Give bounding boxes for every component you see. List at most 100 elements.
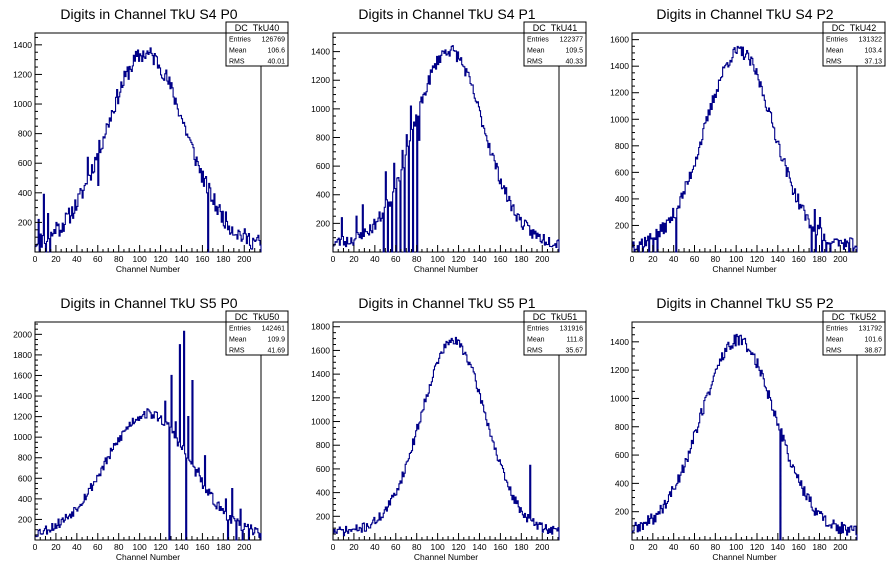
stats-label: Mean xyxy=(527,48,545,55)
stats-name: DC_TkU52 xyxy=(832,312,877,322)
stats-label: Entries xyxy=(229,326,251,333)
stats-label: Mean xyxy=(229,48,247,55)
x-tick-label: 140 xyxy=(174,542,188,552)
chart-title: Digits in Channel TkU S5 P1 xyxy=(358,295,535,311)
plot-frame xyxy=(34,32,262,253)
stats-value: 131916 xyxy=(560,326,583,333)
x-tick-label: 60 xyxy=(690,542,700,552)
stats-box xyxy=(225,21,289,67)
x-tick-label: 120 xyxy=(153,254,167,264)
x-axis-label: Channel Number xyxy=(116,264,180,274)
y-tick-label: 1400 xyxy=(311,369,330,379)
x-tick-label: 140 xyxy=(771,542,785,552)
y-tick-label: 600 xyxy=(316,161,330,171)
x-tick-label: 180 xyxy=(514,254,528,264)
x-tick-label: 20 xyxy=(51,254,61,264)
chart-title: Digits in Channel TkU S4 P0 xyxy=(60,6,237,22)
stats-label: Mean xyxy=(527,337,545,344)
x-tick-label: 100 xyxy=(729,254,743,264)
x-tick-label: 20 xyxy=(349,542,359,552)
y-tick-label: 200 xyxy=(316,218,330,228)
chart-title: Digits in Channel TkU S5 P0 xyxy=(60,295,237,311)
y-tick-label: 1200 xyxy=(13,412,32,422)
stats-name: DC_TkU40 xyxy=(235,23,280,33)
stats-box xyxy=(523,310,587,356)
y-tick-label: 1000 xyxy=(311,417,330,427)
stats-value: 122377 xyxy=(560,37,583,44)
x-tick-label: 40 xyxy=(72,542,82,552)
y-tick-label: 1000 xyxy=(610,114,629,124)
x-tick-label: 80 xyxy=(711,542,721,552)
stats-value: 109.9 xyxy=(267,337,285,344)
y-tick-label: 1200 xyxy=(311,75,330,85)
y-tick-label: 1400 xyxy=(610,61,629,71)
stats-value: 41.69 xyxy=(267,348,285,355)
plot-frame xyxy=(34,321,262,541)
y-tick-label: 1800 xyxy=(311,322,330,332)
y-tick-label: 1200 xyxy=(13,69,32,79)
y-tick-label: 1400 xyxy=(610,337,629,347)
y-tick-label: 1000 xyxy=(13,99,32,109)
x-tick-label: 180 xyxy=(216,254,230,264)
y-tick-label: 400 xyxy=(18,188,32,198)
y-tick-label: 400 xyxy=(316,488,330,498)
x-tick-label: 40 xyxy=(370,254,380,264)
x-tick-label: 140 xyxy=(771,254,785,264)
x-axis-label: Channel Number xyxy=(414,552,478,562)
x-tick-label: 160 xyxy=(493,254,507,264)
stats-label: Mean xyxy=(826,337,844,344)
x-tick-label: 120 xyxy=(451,542,465,552)
x-tick-label: 140 xyxy=(174,254,188,264)
x-tick-label: 20 xyxy=(51,542,61,552)
stats-name: DC_TkU41 xyxy=(533,23,578,33)
stats-value: 111.8 xyxy=(567,337,584,344)
y-tick-label: 400 xyxy=(615,194,629,204)
x-tick-label: 180 xyxy=(812,542,826,552)
y-tick-label: 1400 xyxy=(13,391,32,401)
y-tick-label: 1800 xyxy=(13,350,32,360)
histogram-panel: 0 20 40 60 80 100 120 140 160 180 200 200 400 600 800 1… xyxy=(311,6,587,274)
x-tick-label: 80 xyxy=(412,542,422,552)
x-tick-label: 80 xyxy=(114,542,124,552)
y-tick-label: 1200 xyxy=(610,365,629,375)
y-tick-label: 600 xyxy=(615,450,629,460)
chart-title: Digits in Channel TkU S4 P1 xyxy=(358,6,535,22)
x-tick-label: 200 xyxy=(535,542,549,552)
x-axis-label: Channel Number xyxy=(116,552,180,562)
stats-label: RMS xyxy=(826,348,842,355)
x-tick-label: 100 xyxy=(133,542,147,552)
y-tick-label: 1000 xyxy=(13,432,32,442)
y-tick-label: 1200 xyxy=(311,393,330,403)
x-tick-label: 180 xyxy=(514,542,528,552)
stats-box xyxy=(225,310,289,356)
plot-frame xyxy=(631,32,858,253)
x-tick-label: 160 xyxy=(493,542,507,552)
y-tick-label: 1600 xyxy=(13,370,32,380)
stats-label: Entries xyxy=(229,37,251,44)
x-tick-label: 40 xyxy=(370,542,380,552)
plot-frame xyxy=(332,32,560,253)
x-tick-label: 0 xyxy=(33,542,38,552)
x-tick-label: 120 xyxy=(750,254,764,264)
y-tick-label: 1000 xyxy=(311,104,330,114)
x-tick-label: 100 xyxy=(431,254,445,264)
stats-value: 37.13 xyxy=(864,59,882,66)
x-axis-label: Channel Number xyxy=(414,264,478,274)
y-tick-label: 200 xyxy=(615,507,629,517)
histogram-line xyxy=(631,45,858,253)
x-tick-label: 60 xyxy=(391,542,401,552)
x-tick-label: 0 xyxy=(630,542,635,552)
x-tick-label: 200 xyxy=(833,542,847,552)
x-tick-label: 20 xyxy=(349,254,359,264)
y-tick-label: 200 xyxy=(316,511,330,521)
y-tick-label: 600 xyxy=(18,473,32,483)
y-tick-label: 800 xyxy=(615,141,629,151)
x-tick-label: 20 xyxy=(648,254,658,264)
x-tick-label: 80 xyxy=(412,254,422,264)
histogram-line xyxy=(332,45,560,253)
stats-box xyxy=(523,21,587,67)
x-tick-label: 160 xyxy=(195,254,209,264)
stats-label: Mean xyxy=(826,48,844,55)
histogram-panel: 0 20 40 60 80 100 120 140 160 180 200 200 400 600 800 1… xyxy=(13,295,289,562)
stats-label: RMS xyxy=(527,348,543,355)
